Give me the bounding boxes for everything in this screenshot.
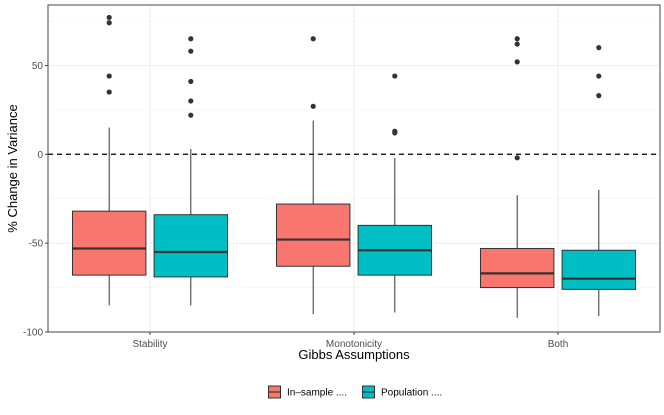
y-tick-label: 50 (32, 61, 44, 72)
x-axis-title: Gibbs Assumptions (298, 347, 410, 362)
outlier-point (188, 112, 194, 118)
outlier-point (596, 73, 602, 79)
x-tick-label: Both (548, 339, 569, 350)
outlier-point (188, 78, 194, 85)
outlier-point (514, 41, 520, 47)
y-tick-label: -100 (23, 328, 43, 339)
outlier-point (514, 155, 520, 161)
x-tick-label: Stability (132, 339, 167, 350)
outlier-point (106, 73, 112, 79)
outlier-point (188, 98, 194, 104)
outlier-point (596, 45, 602, 51)
box-group (479, 36, 555, 318)
outlier-point (106, 14, 112, 21)
outlier-point (514, 36, 520, 42)
box-group (357, 73, 433, 313)
y-axis-title: % Change in Variance (5, 104, 20, 232)
legend-label: Population .... (381, 388, 442, 399)
x-axis: Stability Monotonicity Both (132, 332, 568, 350)
legend-label: In–sample .... (287, 388, 347, 399)
outlier-point (188, 48, 194, 54)
outlier-point (392, 128, 398, 134)
box-iqr (561, 249, 637, 290)
y-tick-label: 0 (37, 150, 43, 161)
box-group (275, 36, 351, 315)
y-tick-label: -50 (29, 239, 44, 250)
box-group (153, 36, 229, 306)
x-tick-label: Monotonicity (326, 339, 382, 350)
legend-item: In–sample .... (267, 384, 347, 400)
box-iqr (479, 247, 555, 289)
legend: In–sample .... Population .... (267, 384, 442, 400)
outlier-point (514, 59, 520, 65)
box-iqr (153, 214, 229, 278)
outlier-point (106, 89, 112, 95)
outlier-point (310, 103, 316, 109)
outlier-point (392, 73, 398, 79)
outlier-point (596, 93, 602, 99)
grid-layer (48, 5, 660, 333)
box-group (71, 14, 147, 306)
outlier-point (310, 36, 316, 42)
box-iqr (71, 210, 147, 276)
boxes-layer (71, 14, 637, 318)
y-axis: -100 -50 0 50 (23, 61, 48, 339)
outlier-point (188, 36, 194, 42)
box-group (561, 45, 637, 317)
outlier-point (106, 20, 112, 26)
box-iqr (275, 203, 351, 267)
legend-item: Population .... (361, 384, 442, 400)
